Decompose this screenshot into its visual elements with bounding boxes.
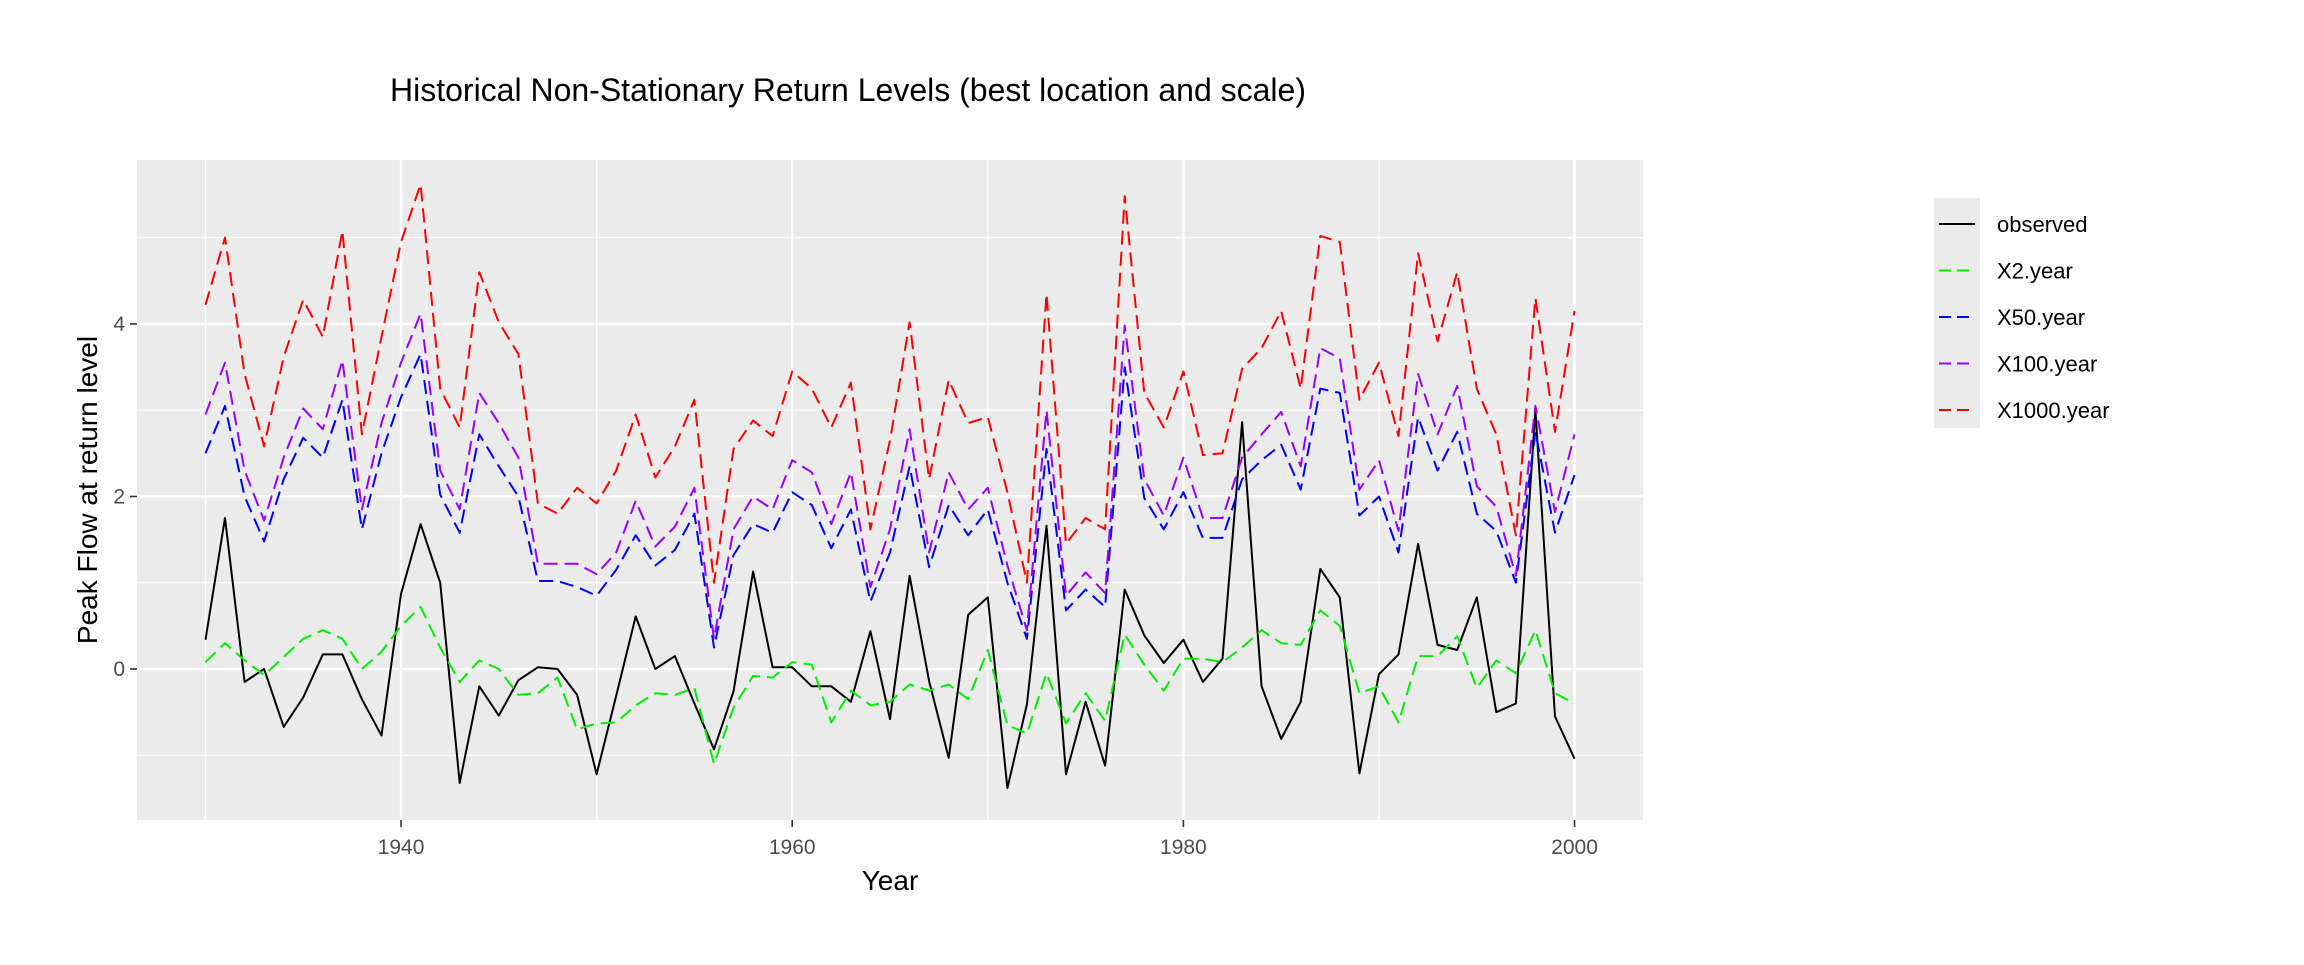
grid-minor xyxy=(137,160,1643,820)
series-layer xyxy=(204,183,1576,790)
x-axis-title: Year xyxy=(862,865,919,896)
x-tick-label: 1940 xyxy=(378,836,425,859)
x-tick-label: 1960 xyxy=(769,836,816,859)
series-line-x100-year xyxy=(204,312,1576,640)
chart-title: Historical Non-Stationary Return Levels … xyxy=(390,72,1306,108)
y-axis-title: Peak Flow at return level xyxy=(72,336,103,644)
legend-label: X100.year xyxy=(1997,352,2097,377)
x-axis: 1940 1960 1980 2000 xyxy=(378,820,1598,859)
x-tick-label: 2000 xyxy=(1551,836,1598,859)
plot-panel xyxy=(137,160,1643,820)
series-line-x2-year xyxy=(204,605,1575,765)
legend-key-background xyxy=(1934,198,1980,428)
legend-label: observed xyxy=(1997,212,2088,237)
legend: observed X2.year X50.year X100.year X1000.ye… xyxy=(1934,198,2110,428)
legend-label: X50.year xyxy=(1997,305,2085,330)
legend-label: X1000.year xyxy=(1997,398,2110,423)
y-axis: 0 2 4 xyxy=(113,313,137,681)
legend-label: X2.year xyxy=(1997,259,2073,284)
series-line-observed xyxy=(204,409,1576,790)
y-tick-label: 4 xyxy=(113,313,125,336)
y-tick-label: 0 xyxy=(113,658,125,681)
series-line-x50-year xyxy=(204,353,1576,649)
x-tick-label: 1980 xyxy=(1160,836,1207,859)
series-line-x1000-year xyxy=(204,183,1576,584)
y-tick-label: 2 xyxy=(113,485,125,508)
grid-major xyxy=(137,160,1643,820)
